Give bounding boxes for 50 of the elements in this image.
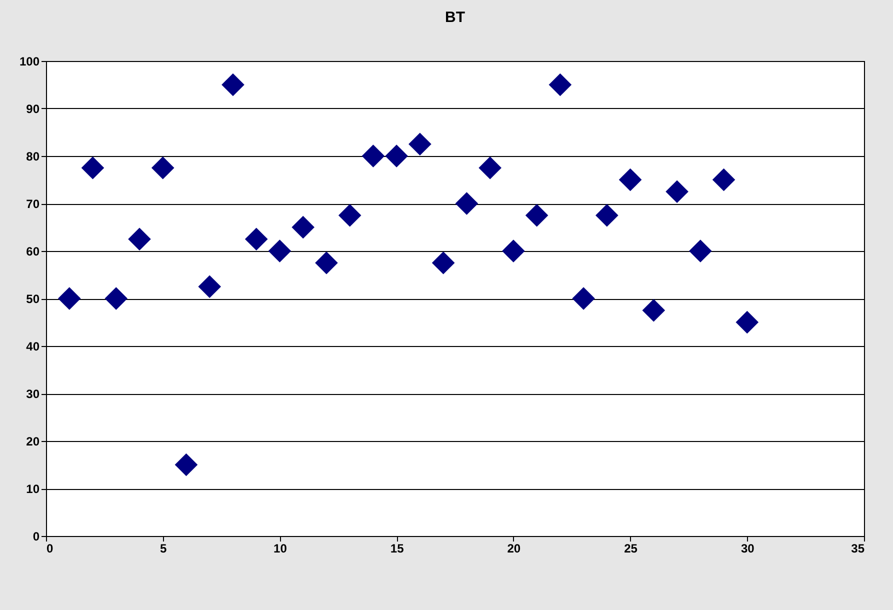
- y-tick-label: 70: [26, 197, 40, 211]
- y-tick-label: 40: [26, 340, 40, 354]
- y-tick-label: 20: [26, 434, 40, 448]
- point: [455, 192, 478, 215]
- y-tick-label: 80: [26, 150, 40, 164]
- point: [151, 156, 174, 180]
- point: [736, 310, 759, 334]
- chart-title: BT: [445, 9, 465, 26]
- x-tick-label: 0: [46, 542, 54, 556]
- point: [548, 73, 572, 96]
- point: [572, 287, 595, 310]
- point: [502, 240, 525, 262]
- point: [408, 132, 432, 156]
- x-tick-label: 25: [624, 542, 638, 556]
- point: [362, 144, 385, 168]
- point: [689, 240, 712, 262]
- x-tick-label: 10: [274, 542, 288, 556]
- y-tick-label: 30: [26, 387, 40, 401]
- x-tick-label: 5: [160, 542, 168, 556]
- point: [244, 228, 268, 251]
- y-tick-label: 10: [26, 482, 40, 496]
- point: [292, 216, 314, 239]
- x-tick-label: 30: [740, 542, 755, 556]
- point: [104, 287, 128, 310]
- point: [222, 73, 244, 96]
- point: [525, 204, 548, 227]
- point: [712, 168, 736, 192]
- y-tick-label: 60: [26, 244, 40, 258]
- point: [618, 168, 642, 192]
- point: [198, 275, 221, 298]
- point: [58, 287, 81, 310]
- point: [81, 156, 104, 180]
- point: [432, 251, 455, 274]
- point: [128, 228, 151, 251]
- point: [478, 156, 502, 180]
- x-tick-label: 35: [851, 542, 865, 556]
- point: [315, 251, 338, 274]
- point: [385, 144, 408, 168]
- point: [596, 204, 618, 227]
- y-tick-label: 100: [19, 54, 40, 68]
- point: [666, 180, 688, 204]
- x-tick-label: 20: [507, 542, 521, 556]
- point: [174, 453, 198, 476]
- y-tick-label: 50: [26, 292, 40, 306]
- y-tick-label: 90: [26, 102, 40, 116]
- y-tick-label: 0: [32, 530, 40, 544]
- x-tick-label: 15: [390, 542, 404, 556]
- point: [338, 204, 362, 227]
- point: [642, 298, 666, 322]
- point: [268, 240, 292, 262]
